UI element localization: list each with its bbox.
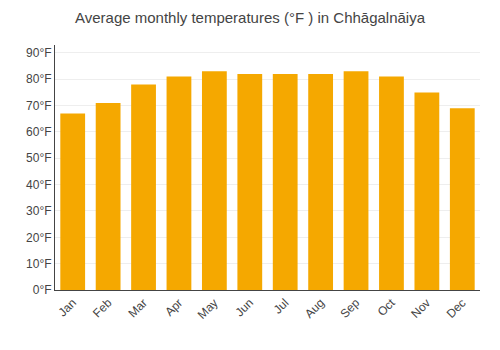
svg-text:Mar: Mar xyxy=(125,296,150,321)
svg-text:70°F: 70°F xyxy=(26,99,51,113)
svg-text:90°F: 90°F xyxy=(26,46,51,60)
svg-text:Sep: Sep xyxy=(337,296,362,321)
svg-text:10°F: 10°F xyxy=(26,257,51,271)
svg-text:Jan: Jan xyxy=(55,296,79,320)
svg-text:Feb: Feb xyxy=(90,296,115,321)
svg-text:60°F: 60°F xyxy=(26,125,51,139)
svg-text:Oct: Oct xyxy=(375,295,399,319)
svg-text:Average monthly temperatures (: Average monthly temperatures (°F ) in Ch… xyxy=(75,9,426,26)
svg-text:20°F: 20°F xyxy=(26,231,51,245)
svg-text:50°F: 50°F xyxy=(26,151,51,165)
svg-text:May: May xyxy=(195,296,221,322)
svg-text:Apr: Apr xyxy=(162,296,185,319)
svg-text:0°F: 0°F xyxy=(33,283,52,297)
svg-text:40°F: 40°F xyxy=(26,178,51,192)
svg-text:80°F: 80°F xyxy=(26,72,51,86)
svg-text:Dec: Dec xyxy=(444,296,469,321)
svg-text:Jun: Jun xyxy=(233,296,257,320)
svg-text:30°F: 30°F xyxy=(26,204,51,218)
svg-text:Jul: Jul xyxy=(271,296,292,317)
svg-text:Aug: Aug xyxy=(302,296,327,321)
svg-text:Nov: Nov xyxy=(408,296,433,321)
